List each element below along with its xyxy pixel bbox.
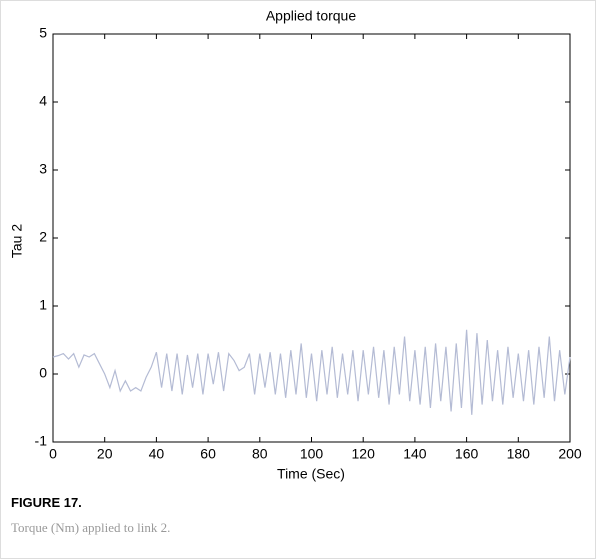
data-line	[52, 329, 571, 415]
y-tick-label: 4	[39, 93, 47, 109]
y-tick-label: 5	[39, 25, 47, 41]
y-tick-label: 1	[39, 297, 47, 313]
figure-label: FIGURE 17.	[11, 495, 82, 510]
x-tick-label: 160	[455, 446, 479, 462]
x-tick-label: 20	[97, 446, 113, 462]
chart: Applied torque Time (Sec) Tau 2 0 20 40 60 8…	[1, 1, 595, 491]
x-axis-label: Time (Sec)	[277, 466, 345, 482]
x-tick-label: 0	[49, 446, 57, 462]
x-tick-label: 80	[252, 446, 268, 462]
chart-title: Applied torque	[266, 8, 357, 24]
x-tick-label: 60	[200, 446, 216, 462]
y-axis-label: Tau 2	[9, 224, 25, 258]
y-tick-label: 0	[39, 365, 47, 381]
y-tick-label: 2	[39, 229, 47, 245]
y-tick-label: -1	[35, 433, 48, 449]
x-tick-label: 140	[403, 446, 427, 462]
background	[1, 1, 595, 491]
y-tick-label: 3	[39, 161, 47, 177]
x-tick-label: 180	[507, 446, 531, 462]
x-tick-label: 200	[558, 446, 582, 462]
x-tick-label: 120	[352, 446, 376, 462]
x-tick-label: 100	[300, 446, 324, 462]
figure-caption: Torque (Nm) applied to link 2.	[11, 520, 171, 535]
x-tick-label: 40	[149, 446, 165, 462]
